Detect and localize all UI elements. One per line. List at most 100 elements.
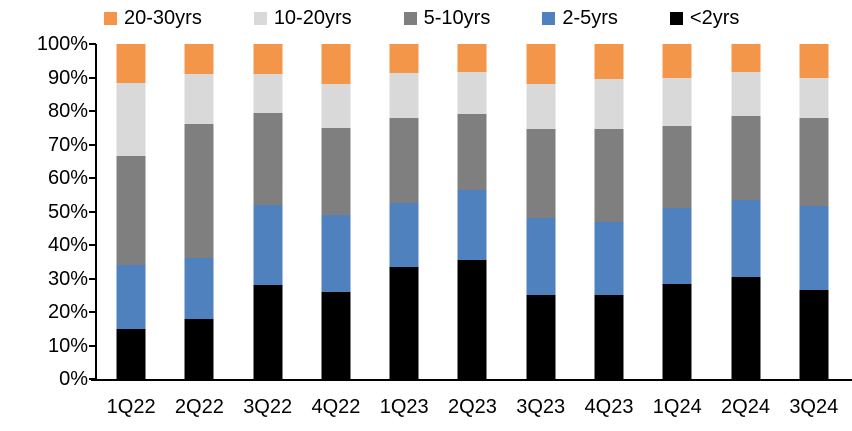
legend-swatch-icon xyxy=(542,11,556,25)
bar-segment-5-10yrs xyxy=(662,126,692,209)
stacked-bar-3Q22 xyxy=(253,44,283,379)
bar-slot-2Q22 xyxy=(165,44,233,379)
x-axis-label: 3Q22 xyxy=(243,396,293,418)
bar-segment-10-20yrs xyxy=(526,84,556,130)
bar-segment-2-5yrs xyxy=(184,258,214,319)
x-axis-label: 1Q22 xyxy=(106,396,156,418)
y-tick-label: 60% xyxy=(47,167,88,189)
bar-segment-5-10yrs xyxy=(594,129,624,222)
bar-segment-<2yrs xyxy=(457,260,487,379)
bar-segment-10-20yrs xyxy=(799,77,829,118)
y-tick-mark xyxy=(89,76,96,79)
bar-segment-20-30yrs xyxy=(321,44,351,85)
stacked-bar-2Q22 xyxy=(184,44,214,379)
bar-segment-5-10yrs xyxy=(253,112,283,205)
y-tick-mark xyxy=(89,143,96,146)
bar-segment-5-10yrs xyxy=(389,117,419,204)
bar-slot-4Q23 xyxy=(575,44,643,379)
bar-segment-<2yrs xyxy=(184,318,214,379)
x-axis-label: 3Q23 xyxy=(516,396,566,418)
bar-segment-20-30yrs xyxy=(116,44,146,83)
bar-segment-10-20yrs xyxy=(731,72,761,117)
plot-area xyxy=(97,44,848,379)
stacked-bar-1Q23 xyxy=(389,44,419,379)
y-tick-mark xyxy=(89,43,96,45)
x-axis-label: 1Q24 xyxy=(652,396,702,418)
y-tick-mark xyxy=(89,277,96,280)
legend-swatch-icon xyxy=(253,11,267,25)
bar-segment-<2yrs xyxy=(526,295,556,379)
x-axis-labels: 1Q22 2Q22 3Q22 4Q22 1Q23 2Q23 3Q23 4Q23 1Q24 2Q24… xyxy=(97,395,848,421)
legend-swatch-icon xyxy=(403,11,417,25)
bar-segment-5-10yrs xyxy=(457,114,487,190)
bar-segment-5-10yrs xyxy=(731,116,761,200)
bar-segment-5-10yrs xyxy=(799,117,829,207)
bar-segment-2-5yrs xyxy=(116,265,146,329)
bar-slot-2Q23 xyxy=(438,44,506,379)
y-tick-mark xyxy=(89,177,96,179)
bar-slot-3Q23 xyxy=(507,44,575,379)
bar-slot-3Q24 xyxy=(780,44,848,379)
y-tick-mark xyxy=(89,344,96,347)
bar-segment-10-20yrs xyxy=(389,72,419,118)
x-axis-label: 2Q24 xyxy=(721,396,770,418)
bar-segment-10-20yrs xyxy=(594,79,624,130)
y-tick-mark xyxy=(89,210,96,213)
bar-segment-<2yrs xyxy=(594,295,624,379)
bar-segment-<2yrs xyxy=(253,285,283,379)
bar-segment-10-20yrs xyxy=(253,74,283,113)
legend-item: 20-30yrs xyxy=(104,6,202,30)
y-axis-line xyxy=(95,44,97,380)
bar-segment-20-30yrs xyxy=(253,44,283,75)
bar-segment-2-5yrs xyxy=(799,206,829,291)
y-tick-label: 70% xyxy=(47,133,88,156)
legend-label: 20-30yrs xyxy=(124,7,202,29)
bar-segment-20-30yrs xyxy=(389,44,419,73)
bar-segment-20-30yrs xyxy=(731,44,761,73)
legend-swatch-icon xyxy=(104,11,117,25)
bar-slot-4Q22 xyxy=(302,44,370,379)
y-tick-mark xyxy=(89,110,96,112)
chart-legend: 20-30yrs 10-20yrs 5-10yrs 2-5yrs <2yrs xyxy=(104,6,739,30)
x-axis-label: 4Q23 xyxy=(584,396,634,418)
bar-segment-20-30yrs xyxy=(799,44,829,78)
legend-item: 5-10yrs xyxy=(403,6,490,30)
stacked-bar-2Q23 xyxy=(457,44,487,379)
bar-segment-2-5yrs xyxy=(662,208,692,284)
legend-item: 10-20yrs xyxy=(253,6,352,30)
bar-segment-10-20yrs xyxy=(321,84,351,128)
stacked-bar-4Q23 xyxy=(594,44,624,379)
bar-segment-2-5yrs xyxy=(594,221,624,296)
bar-segment-2-5yrs xyxy=(731,199,761,277)
bar-slot-2Q24 xyxy=(711,44,779,379)
legend-label: 10-20yrs xyxy=(273,7,352,29)
x-axis-label: 1Q23 xyxy=(379,396,429,418)
bar-segment-10-20yrs xyxy=(457,72,487,115)
bar-segment-5-10yrs xyxy=(526,129,556,219)
bar-segment-20-30yrs xyxy=(526,44,556,85)
bar-segment-2-5yrs xyxy=(321,214,351,292)
bar-segment-2-5yrs xyxy=(253,204,283,286)
bar-slot-3Q22 xyxy=(234,44,302,379)
bar-segment-<2yrs xyxy=(389,266,419,379)
legend-item: <2yrs xyxy=(669,6,739,30)
bar-segment-<2yrs xyxy=(662,283,692,379)
bar-segment-10-20yrs xyxy=(116,82,146,157)
x-axis-label: 2Q22 xyxy=(174,396,224,418)
bar-segment-<2yrs xyxy=(731,276,761,379)
y-tick-label: 20% xyxy=(47,301,88,323)
y-tick-label: 80% xyxy=(47,100,88,122)
legend-item: 2-5yrs xyxy=(542,6,618,30)
stacked-bar-3Q23 xyxy=(526,44,556,379)
bar-segment-20-30yrs xyxy=(457,44,487,73)
y-tick-label: 30% xyxy=(47,267,88,290)
bar-slot-1Q24 xyxy=(643,44,711,379)
stacked-bar-4Q22 xyxy=(321,44,351,379)
bar-segment-5-10yrs xyxy=(321,127,351,215)
y-tick-label: 100% xyxy=(36,33,88,55)
y-tick-label: 90% xyxy=(47,66,88,89)
y-tick-label: 50% xyxy=(47,200,88,223)
bar-segment-<2yrs xyxy=(321,291,351,379)
stacked-bar-1Q24 xyxy=(662,44,692,379)
